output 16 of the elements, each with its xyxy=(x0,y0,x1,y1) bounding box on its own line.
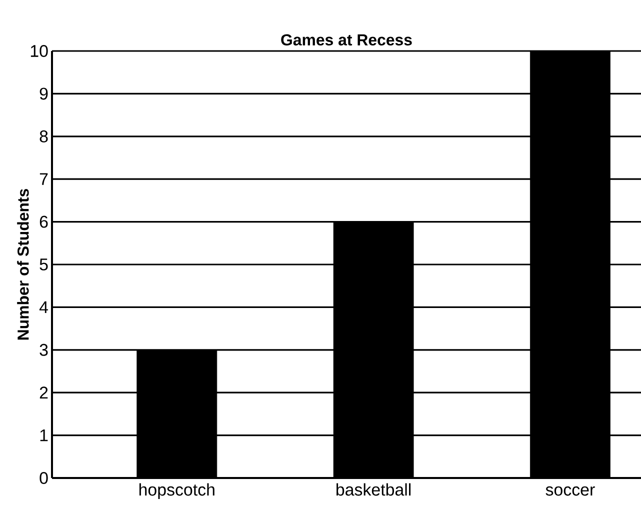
y-tick-label: 9 xyxy=(40,88,48,100)
x-tick-label: basketball xyxy=(336,483,411,496)
chart-title: Games at Recess xyxy=(281,34,412,46)
y-tick-label: 10 xyxy=(30,44,48,57)
y-tick-label: 7 xyxy=(40,173,48,185)
y-tick-label: 3 xyxy=(40,344,48,356)
y-tick-label: 5 xyxy=(40,258,48,270)
x-tick-label: hopscotch xyxy=(139,483,214,500)
y-axis-title: Number of Students xyxy=(17,189,29,340)
x-tick-label: soccer xyxy=(546,486,595,496)
y-tick-label: 0 xyxy=(40,472,48,484)
y-tick-label: 4 xyxy=(39,301,48,314)
y-tick-label: 1 xyxy=(40,429,48,442)
y-tick-label: 2 xyxy=(40,386,48,399)
y-tick-label: 6 xyxy=(40,216,48,228)
y-tick-label: 8 xyxy=(40,130,48,142)
